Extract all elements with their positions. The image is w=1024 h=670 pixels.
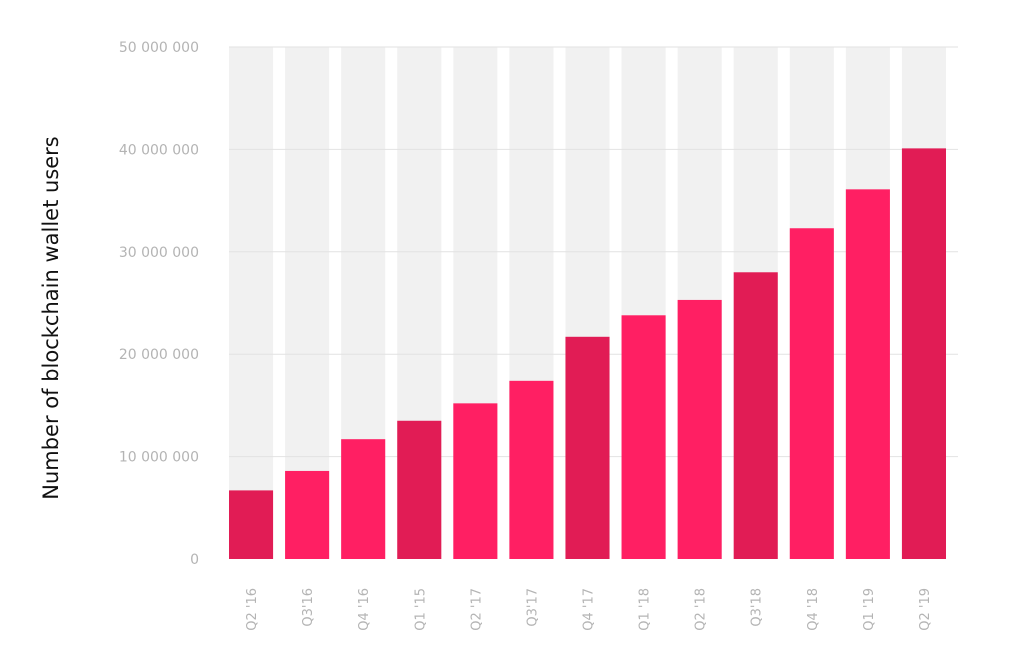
- x-tick-label: Q2 '19: [918, 588, 933, 631]
- x-axis-ticks: Q2 '16 Q3'16 Q4 '16 Q1 '15 Q2 '17 Q3'17 Q4 '17…: [245, 588, 933, 631]
- bar: [677, 299, 722, 559]
- x-tick-label: Q3'16: [301, 588, 316, 627]
- bar: [565, 336, 610, 559]
- y-tick-label: 50 000 000: [119, 40, 199, 56]
- y-tick-label: 30 000 000: [119, 245, 199, 261]
- x-tick-label: Q1 '18: [638, 588, 653, 631]
- bar: [341, 439, 386, 559]
- x-tick-label: Q4 '17: [582, 588, 597, 631]
- x-tick-label: Q4 '16: [357, 588, 372, 631]
- bar: [509, 380, 554, 559]
- y-tick-label: 40 000 000: [119, 142, 199, 158]
- bar: [397, 420, 442, 559]
- x-tick-label: Q2 '16: [245, 588, 260, 631]
- x-tick-label: Q4 '18: [806, 588, 821, 631]
- x-tick-label: Q3'18: [750, 588, 765, 627]
- bar: [453, 403, 498, 559]
- y-axis-ticks: 0 10 000 000 20 000 000 30 000 000 40 000 00…: [119, 40, 199, 568]
- bar: [733, 272, 778, 559]
- x-tick-label: Q1 '15: [413, 588, 428, 631]
- bar: [845, 189, 890, 559]
- x-tick-label: Q1 '19: [862, 588, 877, 631]
- y-axis-label: Number of blockchain wallet users: [39, 136, 63, 500]
- column-background: [229, 47, 274, 559]
- y-tick-label: 20 000 000: [119, 347, 199, 363]
- bar: [285, 470, 330, 559]
- bar: [789, 228, 834, 559]
- bar: [229, 490, 274, 559]
- y-tick-label: 0: [190, 552, 199, 568]
- x-tick-label: Q3'17: [525, 588, 540, 627]
- bars: [229, 148, 946, 559]
- bar: [901, 148, 946, 559]
- y-tick-label: 10 000 000: [119, 450, 199, 466]
- x-tick-label: Q2 '17: [469, 588, 484, 631]
- x-tick-label: Q2 '18: [694, 588, 709, 631]
- bar: [621, 315, 666, 559]
